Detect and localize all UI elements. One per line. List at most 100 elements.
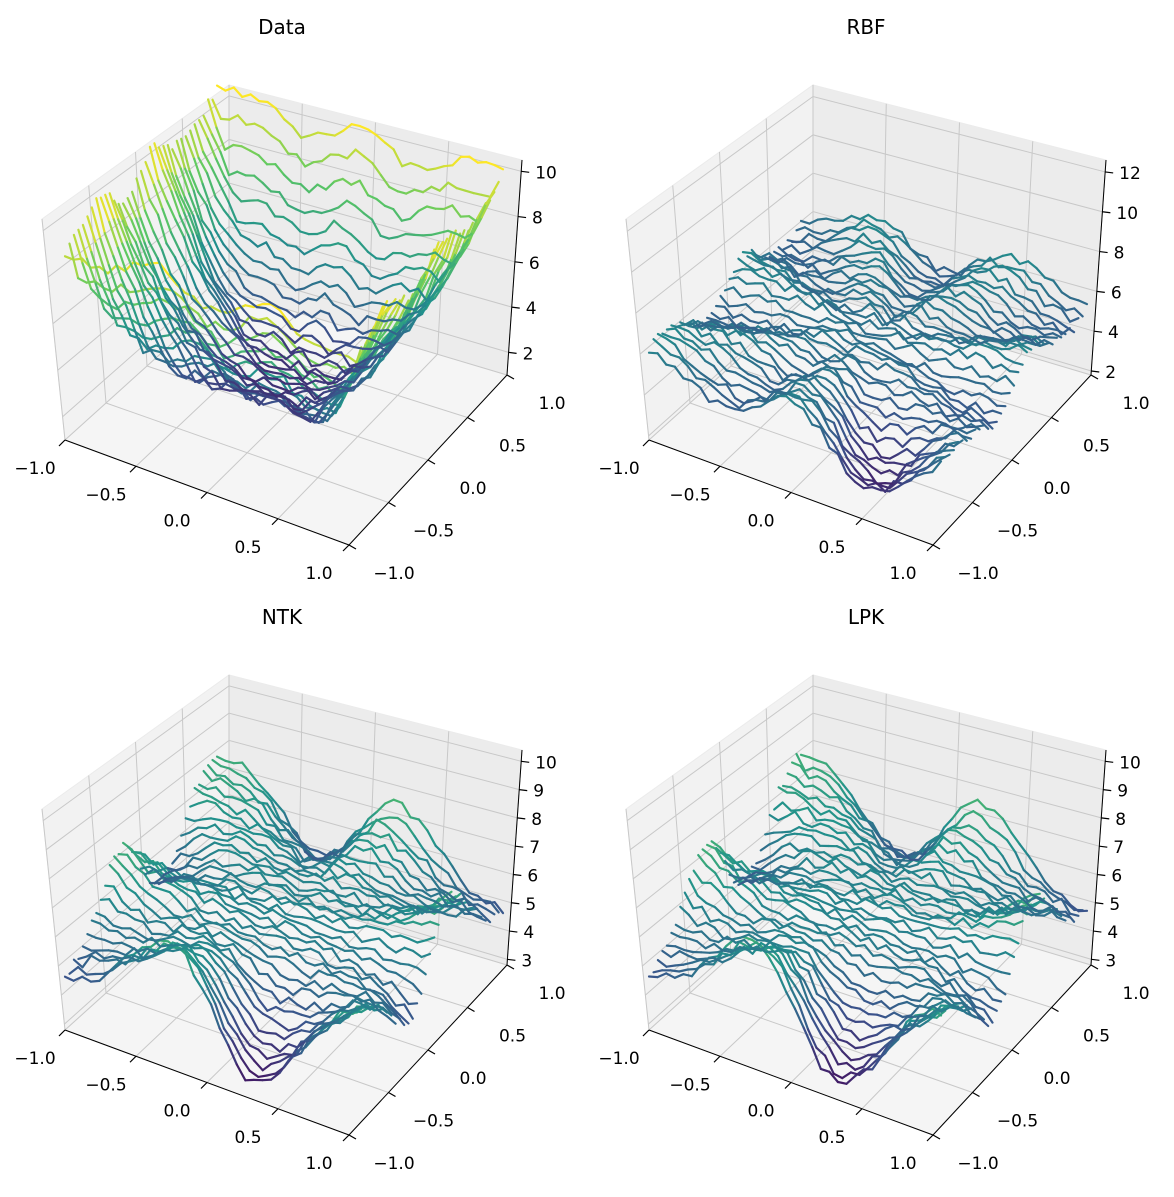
surface-segment	[948, 1003, 960, 1009]
surface-segment	[758, 259, 770, 267]
surface-segment	[1060, 913, 1071, 919]
surface-segment	[795, 226, 806, 232]
surface-segment	[898, 358, 909, 366]
surface-segment	[961, 435, 973, 440]
surface-segment	[344, 364, 355, 375]
surface-segment	[396, 265, 407, 275]
surface-segment	[747, 387, 758, 395]
surface-segment	[957, 970, 969, 985]
surface-segment	[944, 389, 956, 396]
surface-segment	[240, 1056, 251, 1072]
surface-segment	[932, 307, 944, 312]
surface-segment	[226, 292, 237, 302]
surface-segment	[239, 265, 250, 276]
surface-segment	[788, 278, 800, 283]
surface-segment	[190, 896, 201, 912]
surface-segment	[340, 351, 351, 368]
surface-segment	[379, 833, 391, 839]
surface-segment	[312, 210, 323, 215]
surface-segment	[373, 357, 385, 368]
x-tick-label: 0.5	[234, 538, 261, 558]
surface-segment	[459, 889, 471, 907]
surface-segment	[362, 212, 374, 221]
surface-segment	[1005, 838, 1017, 854]
surface-segment	[409, 816, 420, 821]
surface-segment	[795, 752, 806, 772]
surface-segment	[120, 314, 132, 337]
surface-segment	[108, 220, 120, 249]
surface-segment	[957, 411, 969, 419]
surface-segment	[927, 950, 939, 959]
surface-segment	[819, 809, 831, 816]
surface-segment	[963, 835, 975, 843]
surface-segment	[317, 413, 329, 424]
surface-segment	[845, 1040, 857, 1050]
surface-segment	[816, 217, 828, 221]
surface-segment	[360, 358, 372, 373]
surface-segment	[813, 302, 824, 311]
surface-segment	[263, 376, 274, 387]
surface-segment	[879, 1042, 891, 1058]
surface-segment	[362, 821, 374, 830]
surface-segment	[258, 945, 269, 958]
surface-segment	[682, 961, 694, 966]
surface-segment	[112, 885, 124, 903]
surface-segment	[794, 950, 806, 963]
surface-segment	[916, 868, 927, 872]
surface-segment	[292, 947, 304, 952]
surface-segment	[314, 379, 325, 384]
surface-segment	[234, 299, 246, 312]
surface-segment	[938, 828, 950, 839]
surface-segment	[277, 268, 289, 285]
surface-segment	[975, 903, 986, 911]
surface-segment	[979, 922, 990, 929]
surface-segment	[401, 801, 412, 819]
surface-segment	[881, 917, 892, 924]
surface-segment	[764, 948, 775, 958]
surface-segment	[673, 343, 685, 361]
surface-segment	[196, 234, 207, 260]
surface-segment	[816, 359, 828, 364]
surface-segment	[305, 405, 316, 413]
surface-segment	[476, 202, 488, 224]
surface-segment	[907, 877, 919, 886]
surface-segment	[403, 920, 415, 925]
surface-segment	[1009, 321, 1021, 330]
surface-segment	[927, 964, 939, 970]
surface-segment	[802, 407, 814, 426]
surface-segment	[417, 818, 429, 832]
surface-segment	[903, 304, 915, 308]
surface-segment	[451, 155, 462, 167]
surface-segment	[855, 321, 867, 335]
surface-segment	[914, 387, 926, 396]
surface-segment	[807, 951, 819, 971]
surface-segment	[194, 331, 206, 353]
surface-segment	[1014, 268, 1025, 272]
surface-segment	[915, 920, 926, 925]
surface-segment	[841, 1050, 853, 1062]
surface-segment	[879, 836, 891, 843]
surface-segment	[160, 285, 172, 302]
surface-segment	[739, 923, 751, 927]
surface-segment	[238, 294, 250, 302]
surface-segment	[832, 819, 843, 827]
surface-segment	[842, 360, 853, 374]
surface-segment	[366, 839, 378, 849]
surface-segment	[1021, 338, 1033, 345]
surface-segment	[807, 370, 819, 378]
surface-segment	[804, 325, 816, 329]
surface-segment	[280, 338, 292, 354]
surface-segment	[345, 845, 357, 857]
surface-segment	[851, 331, 863, 337]
surface-segment	[838, 344, 849, 354]
surface-segment	[378, 895, 390, 898]
surface-segment	[962, 343, 973, 350]
surface-segment	[832, 255, 843, 266]
surface-segment	[292, 962, 303, 974]
surface-segment	[761, 881, 773, 894]
surface-segment	[950, 276, 962, 280]
surface-segment	[967, 308, 978, 314]
surface-segment	[254, 924, 265, 930]
surface-segment	[967, 268, 979, 274]
surface-segment	[297, 921, 308, 927]
